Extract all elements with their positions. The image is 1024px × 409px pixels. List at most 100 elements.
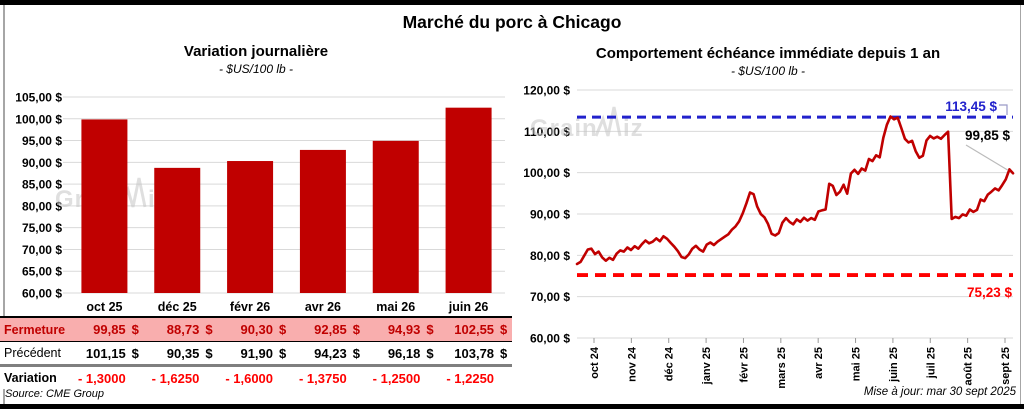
row-label: Précédent — [4, 346, 61, 360]
line-y-tick: 60,00 $ — [530, 332, 570, 346]
cell-value: 94,23 — [314, 345, 347, 361]
row-label: Variation — [4, 371, 57, 385]
cell-unit: $ — [500, 345, 508, 361]
line-x-label: août 25 — [963, 347, 975, 386]
line-y-tick: 110,00 $ — [524, 125, 570, 139]
bar-déc 25 — [154, 167, 201, 293]
line-x-label: nov 24 — [626, 346, 638, 382]
table-cell: - 1,2500 — [365, 371, 439, 386]
front-month-panel: Comportement échéance immédiate depuis 1… — [512, 0, 1024, 409]
table-cell: 99,85 $ — [70, 322, 144, 337]
bar-x-label: juin 26 — [448, 300, 489, 314]
bar-y-tick: 65,00 $ — [22, 265, 62, 279]
table-cell: - 1,2250 — [438, 371, 512, 386]
cell-value: - 1,6250 — [151, 370, 200, 386]
bar-y-tick: 85,00 $ — [22, 178, 62, 192]
line-chart: 120,00 $ 110,00 $ 100,00 $ 90,00 $ 80,00 $ 70… — [523, 84, 1015, 389]
last-price-label: 99,85 $ — [965, 128, 1011, 143]
cell-value: 88,73 — [166, 322, 200, 337]
cell-value: - 1,3000 — [77, 370, 126, 386]
bar-oct 25 — [81, 119, 128, 293]
line-y-tick: 70,00 $ — [530, 290, 570, 304]
cell-unit: $ — [352, 345, 360, 361]
bar-y-tick: 100,00 $ — [15, 112, 62, 126]
cell-value: 94,93 — [387, 322, 421, 337]
bar-y-tick: 90,00 $ — [22, 156, 62, 170]
table-cell: 91,90 $ — [217, 346, 291, 361]
cell-unit: $ — [426, 322, 434, 337]
table-cell: 101,15 $ — [70, 346, 144, 361]
line-x-label: janv 25 — [701, 347, 713, 385]
cell-value: 99,85 — [93, 322, 126, 337]
bar-x-label: déc 25 — [158, 300, 197, 314]
svg-text:Grain: Grain — [530, 115, 598, 142]
cell-value: - 1,2250 — [446, 370, 495, 386]
bar-x-label: mai 26 — [376, 300, 415, 314]
bar-chart-title: Variation journalière — [183, 43, 329, 60]
cell-value: 91,90 — [240, 345, 274, 361]
cell-unit: $ — [279, 345, 287, 361]
table-cell: - 1,6250 — [144, 371, 218, 386]
line-x-label: oct 24 — [589, 346, 601, 379]
table-cell: 94,93 $ — [365, 322, 439, 337]
table-cell: - 1,3750 — [291, 371, 365, 386]
table-row-precedent: Précédent 101,15 $90,35 $91,90 $94,23 $96,18 $… — [0, 342, 512, 367]
bar-avr 26 — [299, 149, 346, 293]
table-cell: 103,78 $ — [438, 346, 512, 361]
cell-value: 90,30 — [240, 322, 274, 337]
table-cell: 90,35 $ — [144, 346, 218, 361]
table-cell: 94,23 $ — [291, 346, 365, 361]
cell-value: 103,78 — [454, 345, 495, 361]
cell-value: 92,85 — [314, 322, 347, 337]
source-note: Source: CME Group — [5, 388, 105, 400]
line-x-label: sept 25 — [1000, 347, 1012, 385]
line-x-label: mars 25 — [776, 347, 788, 389]
high-line-label: 113,45 $ — [945, 99, 997, 114]
table-cell: 92,85 $ — [291, 322, 365, 337]
bar-x-label: avr 26 — [305, 300, 341, 314]
page-title: Marché du porc à Chicago — [402, 12, 622, 32]
top-border-bar — [0, 0, 1024, 5]
cell-unit: $ — [131, 322, 139, 337]
line-x-label: avr 25 — [813, 347, 825, 379]
line-x-label: févr 25 — [738, 347, 750, 382]
table-row-fermeture: Fermeture 99,85 $88,73 $90,30 $92,85 $94,93 $1… — [0, 318, 512, 342]
quotes-table: Fermeture 99,85 $88,73 $90,30 $92,85 $94,93 $1… — [0, 316, 512, 389]
bar-y-tick: 80,00 $ — [22, 199, 62, 213]
low-line-label: 75,23 $ — [967, 285, 1013, 300]
table-cell: 90,30 $ — [217, 322, 291, 337]
svg-text:iz: iz — [623, 115, 644, 142]
cell-unit: $ — [205, 322, 213, 337]
line-y-tick: 100,00 $ — [523, 166, 570, 180]
line-y-tick: 120,00 $ — [523, 84, 570, 98]
row-label: Fermeture — [4, 322, 66, 337]
line-y-tick: 90,00 $ — [530, 208, 570, 222]
cell-value: - 1,6000 — [225, 370, 274, 386]
cell-value: 96,18 — [387, 345, 421, 361]
right-border — [1019, 5, 1021, 404]
cell-unit: $ — [131, 345, 139, 361]
bar-y-tick: 95,00 $ — [22, 134, 62, 148]
cell-unit: $ — [500, 322, 508, 337]
bar-mai 26 — [372, 140, 419, 293]
cell-unit: $ — [352, 322, 360, 337]
line-x-label: mai 25 — [851, 347, 863, 381]
bar-févr 26 — [227, 161, 274, 293]
line-chart-subtitle: - $US/100 lb - — [730, 64, 806, 78]
table-cell: 96,18 $ — [365, 346, 439, 361]
table-cell: 102,55 $ — [438, 322, 512, 337]
table-row-variation: Variation - 1,3000 - 1,6250 - 1,6000 - 1,375… — [0, 367, 512, 389]
bar-y-tick: 70,00 $ — [22, 243, 62, 257]
bar-chart: 105,00 $ 100,00 $ 95,00 $ 90,00 $ 85,00 $ 80,… — [15, 91, 505, 314]
bar-chart-subtitle: - $US/100 lb - — [218, 62, 294, 76]
cell-value: - 1,2500 — [372, 370, 421, 386]
update-timestamp: Mise à jour: mar 30 sept 2025 — [863, 386, 1016, 398]
cell-value: 90,35 — [166, 345, 200, 361]
line-x-label: juil 25 — [925, 347, 937, 379]
table-cell: 88,73 $ — [144, 322, 218, 337]
cell-unit: $ — [426, 345, 434, 361]
table-cell: - 1,6000 — [217, 371, 291, 386]
bar-x-label: févr 26 — [230, 300, 270, 314]
